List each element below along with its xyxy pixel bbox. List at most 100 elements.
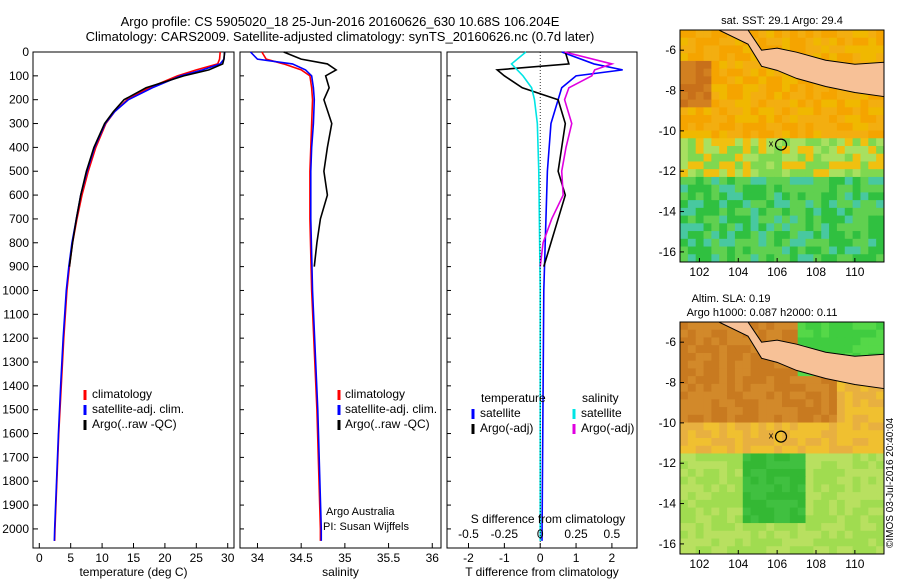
salinity-panel: 34 34.5 35 35.5 36salinityclimatologysatelli… <box>239 51 442 579</box>
map-cell <box>742 200 752 209</box>
map-cell <box>687 76 697 85</box>
map-cell <box>813 146 822 155</box>
map-cell <box>680 68 689 77</box>
map-cell <box>836 146 846 155</box>
map-cell <box>868 45 877 54</box>
map-cell <box>687 515 697 524</box>
map-cell <box>813 337 822 346</box>
map-cell <box>876 492 885 501</box>
map-cell <box>766 499 775 509</box>
map-cell <box>836 184 846 193</box>
map-cell <box>734 453 744 462</box>
map-cell <box>836 476 846 485</box>
map-cell <box>750 391 759 400</box>
map-cell <box>680 337 689 346</box>
map-cell <box>750 192 759 201</box>
map-cell <box>766 76 775 85</box>
map-cell <box>750 322 759 331</box>
map-cell <box>836 215 846 224</box>
map-cell <box>727 360 736 369</box>
map-cell <box>774 368 783 377</box>
map-cell <box>876 530 885 540</box>
map-cell <box>821 238 830 248</box>
map-cell <box>797 99 807 108</box>
map-cell <box>821 161 830 170</box>
map-cell <box>766 161 775 170</box>
map-cell <box>727 329 736 338</box>
map-cell <box>868 215 877 224</box>
map-cell <box>876 438 885 447</box>
map-cell <box>711 407 720 416</box>
map-cell <box>719 530 728 540</box>
map-cell <box>680 499 689 509</box>
map-cell <box>813 507 822 516</box>
map-cell <box>758 407 767 416</box>
map-cell <box>703 345 712 354</box>
map-cell <box>774 523 783 532</box>
map-cell <box>782 115 791 124</box>
map-cell <box>852 391 861 400</box>
map-cell <box>774 476 783 485</box>
map-cell <box>719 484 728 493</box>
map-cell <box>868 200 877 209</box>
map-cell <box>680 329 689 338</box>
map-cell <box>766 507 775 516</box>
map-cell <box>805 376 814 385</box>
map-cell <box>734 76 744 85</box>
map-cell <box>852 414 861 424</box>
map-cell <box>680 515 689 524</box>
map-cell <box>836 329 846 338</box>
map-cell <box>836 453 846 462</box>
map-cell <box>727 122 736 132</box>
map-cell <box>750 84 759 93</box>
map-cell <box>836 468 846 478</box>
map-cell <box>852 184 861 193</box>
map-cell <box>876 538 885 547</box>
map-cell <box>852 523 861 532</box>
map-cell <box>742 231 752 240</box>
map-cell <box>687 430 697 439</box>
map-cell <box>766 445 775 454</box>
map-cell <box>680 231 689 240</box>
map-cell <box>852 169 861 178</box>
map-cell <box>687 169 697 178</box>
map-cell <box>860 538 869 547</box>
map-cell <box>703 238 712 248</box>
map-cell <box>852 546 861 555</box>
map-cell <box>766 115 775 124</box>
map-cell <box>852 254 861 263</box>
map-cell <box>695 453 705 462</box>
map-cell <box>774 453 783 462</box>
map-cell <box>868 438 877 447</box>
map-cell <box>813 492 822 501</box>
map-cell <box>711 322 720 331</box>
map-cell <box>695 115 705 124</box>
map-cell <box>750 223 759 232</box>
map-cell <box>703 329 712 338</box>
map-cell <box>711 345 720 354</box>
map-cell <box>813 153 822 162</box>
map-cell <box>852 507 861 516</box>
map-cell <box>695 484 705 493</box>
map-cell <box>829 238 838 248</box>
map-cell <box>789 45 799 54</box>
map-cell <box>750 176 759 186</box>
map-cell <box>734 445 744 454</box>
map-cell <box>805 223 814 232</box>
map-cell <box>711 399 720 408</box>
map-cell <box>680 146 689 155</box>
map-cell <box>813 322 822 331</box>
map-cell <box>711 414 720 424</box>
map-cell <box>789 407 799 416</box>
map-cell <box>742 107 752 116</box>
map-cell <box>695 207 705 217</box>
map-cell <box>852 484 861 493</box>
map-cell <box>680 391 689 400</box>
map-cell <box>797 91 807 101</box>
map-cell <box>844 430 854 439</box>
map-cell <box>876 254 885 263</box>
map-cell <box>844 53 854 62</box>
map-cell <box>829 461 838 470</box>
series-line-argo-raw-qc- <box>283 51 338 267</box>
map-cell <box>774 231 783 240</box>
